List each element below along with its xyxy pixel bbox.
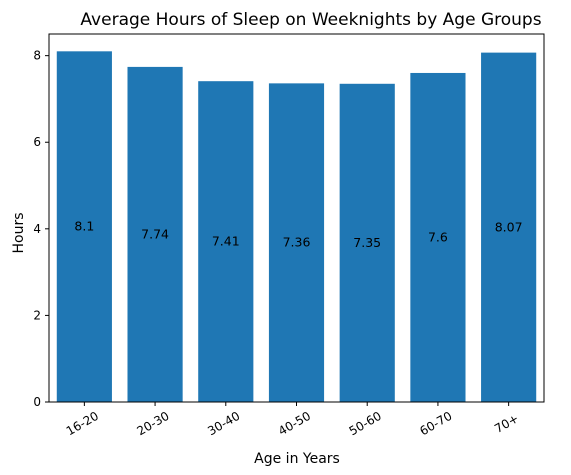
y-tick-label-6: 6 (33, 135, 41, 149)
y-tick-label-8: 8 (33, 49, 41, 63)
bar-70+ (481, 52, 537, 403)
x-tick-label-16-20: 16-20 (64, 409, 101, 439)
bar-30-40 (198, 81, 254, 402)
x-axis-ticks: 16-20 20-30 30-40 40-50 50-60 60-70 70+ (64, 402, 521, 438)
x-tick-label-50-60: 50-60 (347, 409, 384, 439)
bar-labels-group: 8.1 7.74 7.41 7.36 7.35 7.6 8.07 (74, 219, 522, 250)
bar-data-label-30-40: 7.41 (212, 234, 240, 249)
bar-data-label-16-20: 8.1 (74, 219, 94, 234)
bar-data-label-60-70: 7.6 (428, 229, 448, 244)
bar-data-label-20-30: 7.74 (141, 226, 169, 241)
bar-60-70 (410, 72, 466, 403)
bar-data-label-50-60: 7.35 (353, 235, 381, 250)
y-tick-label-4: 4 (33, 222, 41, 236)
y-axis-ticks: 0 2 4 6 8 (33, 49, 49, 409)
plot-area: 8.1 7.74 7.41 7.36 7.35 7.6 8.07 0 2 4 6 8 16-20 20… (33, 33, 545, 438)
y-tick-label-2: 2 (33, 308, 41, 322)
x-tick-label-40-50: 40-50 (276, 409, 313, 439)
y-axis-label: Hours (11, 212, 27, 253)
bars-group (56, 51, 537, 403)
x-axis-label: Age in Years (254, 451, 340, 467)
x-tick-label-20-30: 20-30 (134, 409, 171, 439)
bar-50-60 (339, 83, 395, 402)
x-tick-label-30-40: 30-40 (205, 409, 242, 439)
x-tick-label-70+: 70+ (492, 411, 521, 436)
y-tick-label-0: 0 (33, 395, 41, 409)
bar-data-label-70+: 8.07 (495, 219, 523, 234)
bar-20-30 (127, 66, 183, 403)
bar-data-label-40-50: 7.36 (283, 235, 311, 250)
x-tick-label-60-70: 60-70 (417, 409, 454, 439)
bar-16-20 (56, 51, 112, 402)
chart-title: Average Hours of Sleep on Weeknights by … (80, 10, 541, 30)
bar-40-50 (268, 83, 325, 403)
